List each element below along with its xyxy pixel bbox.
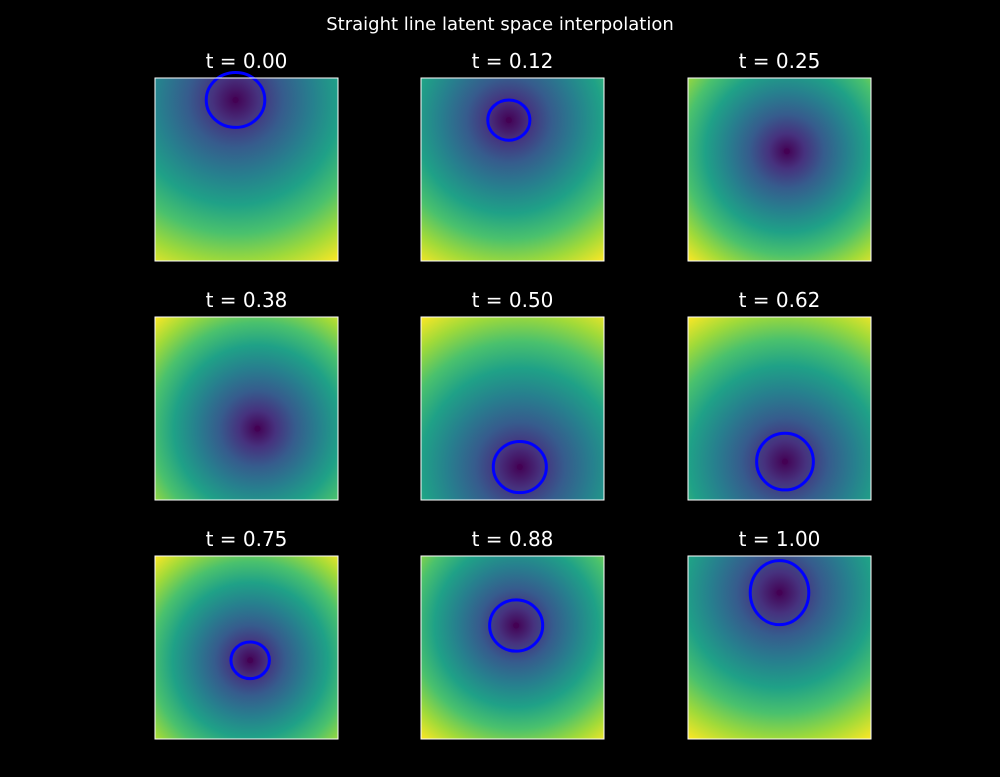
panel-grid: t = 0.00 t = 0.12 t = 0.25 t = 0.38 t = 0.50… — [154, 49, 872, 740]
heatmap-field — [155, 317, 338, 500]
panel-title: t = 0.75 — [206, 527, 288, 551]
contour-ring — [748, 559, 811, 627]
panel-frame — [687, 77, 872, 262]
panel-frame — [420, 555, 605, 740]
panel: t = 0.62 — [687, 288, 872, 501]
panel-title: t = 0.38 — [206, 288, 288, 312]
panel-frame — [420, 77, 605, 262]
panel: t = 1.00 — [687, 527, 872, 740]
panel: t = 0.25 — [687, 49, 872, 262]
minimum-point — [254, 425, 261, 432]
panel-title: t = 0.62 — [739, 288, 821, 312]
minimum-point — [247, 657, 254, 664]
heatmap-field — [421, 317, 604, 500]
minimum-point — [783, 148, 790, 155]
figure-title: Straight line latent space interpolation — [326, 14, 674, 35]
panel-frame — [154, 316, 339, 501]
panel-frame — [154, 77, 339, 262]
panel-title: t = 0.88 — [472, 527, 554, 551]
panel: t = 0.50 — [420, 288, 605, 501]
panel-frame — [420, 316, 605, 501]
panel-frame — [154, 555, 339, 740]
heatmap-field — [421, 78, 604, 261]
minimum-point — [513, 622, 520, 629]
contour-ring — [755, 431, 815, 492]
panel-frame — [687, 555, 872, 740]
heatmap-field — [688, 317, 871, 500]
panel-title: t = 0.25 — [739, 49, 821, 73]
heatmap-field — [421, 556, 604, 739]
panel-title: t = 1.00 — [739, 527, 821, 551]
contour-ring — [491, 439, 548, 495]
contour-ring — [486, 98, 532, 142]
panel: t = 0.75 — [154, 527, 339, 740]
minimum-point — [505, 117, 512, 124]
panel-title: t = 0.12 — [472, 49, 554, 73]
panel-title: t = 0.00 — [206, 49, 288, 73]
heatmap-field — [688, 556, 871, 739]
panel: t = 0.00 — [154, 49, 339, 262]
panel: t = 0.38 — [154, 288, 339, 501]
contour-ring — [488, 598, 545, 653]
minimum-point — [232, 96, 239, 103]
panel-frame — [687, 316, 872, 501]
heatmap-field — [688, 78, 871, 261]
minimum-point — [781, 458, 788, 465]
heatmap-field — [155, 556, 338, 739]
panel: t = 0.88 — [420, 527, 605, 740]
panel: t = 0.12 — [420, 49, 605, 262]
minimum-point — [516, 464, 523, 471]
minimum-point — [776, 589, 783, 596]
heatmap-field — [155, 78, 338, 261]
contour-ring — [204, 71, 267, 129]
panel-title: t = 0.50 — [472, 288, 554, 312]
contour-ring — [229, 640, 271, 681]
